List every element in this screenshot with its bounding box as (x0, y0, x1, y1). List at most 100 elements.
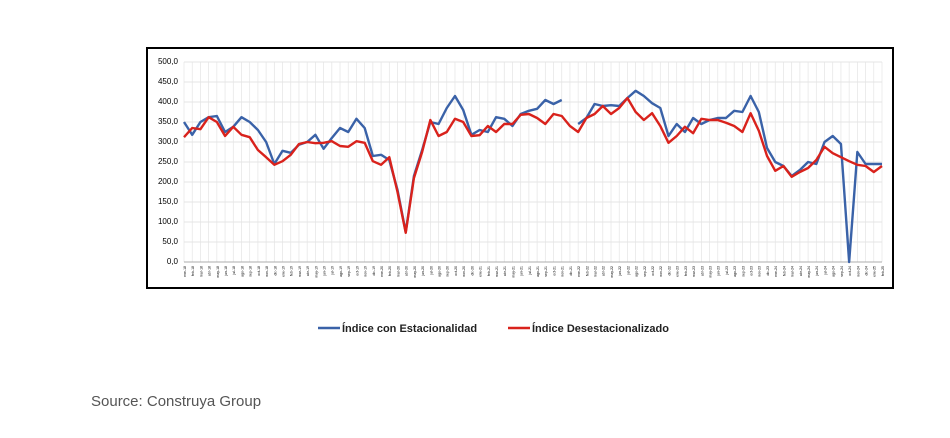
x-tick-label: ene-19 (281, 266, 285, 277)
x-tick-label: jun-24 (815, 266, 819, 277)
x-tick-label: nov-22 (659, 266, 663, 277)
x-tick-label: sep-22 (643, 266, 647, 277)
x-tick-label: mar-24 (791, 266, 795, 277)
legend-label: Índice Desestacionalizado (532, 322, 669, 335)
x-tick-label: abr-19 (306, 266, 310, 276)
x-tick-label: abr-24 (799, 266, 803, 276)
x-tick-label: ago-21 (536, 266, 540, 277)
x-tick-label: sep-18 (249, 266, 253, 277)
x-tick-label: jun-19 (323, 266, 327, 277)
x-tick-label: jun-22 (618, 266, 622, 277)
x-tick-label: dic-24 (864, 266, 868, 276)
x-tick-label: jul-21 (528, 266, 532, 276)
x-tick-label: abr-21 (503, 266, 507, 276)
x-tick-label: feb-18 (191, 266, 195, 276)
y-tick-label: 250,0 (158, 157, 179, 166)
x-tick-label: nov-21 (561, 266, 565, 277)
x-tick-label: mar-23 (692, 266, 696, 277)
y-tick-label: 150,0 (158, 197, 179, 206)
x-tick-label: dic-20 (470, 266, 474, 276)
y-tick-label: 100,0 (158, 217, 179, 226)
x-tick-label: sep-24 (840, 266, 844, 277)
x-tick-label: feb-22 (585, 266, 589, 276)
x-tick-label: abr-20 (405, 266, 409, 276)
y-tick-label: 0,0 (167, 257, 179, 266)
x-tick-label: nov-24 (856, 266, 860, 277)
x-tick-label: may-22 (610, 266, 614, 278)
x-tick-label: feb-20 (388, 266, 392, 276)
x-tick-label: nov-23 (758, 266, 762, 277)
x-tick-label: sep-20 (446, 266, 450, 277)
series-line (182, 89, 882, 264)
x-tick-label: jun-20 (421, 266, 425, 277)
x-tick-label: oct-24 (848, 266, 852, 276)
x-tick-label: ago-23 (733, 266, 737, 277)
x-tick-label: ene-18 (183, 266, 187, 277)
x-tick-label: oct-20 (454, 266, 458, 276)
x-tick-label: abr-22 (602, 266, 606, 276)
x-tick-label: mar-22 (594, 266, 598, 277)
x-tick-label: jun-18 (224, 266, 228, 277)
x-tick-label: oct-21 (552, 266, 556, 276)
x-tick-label: sep-23 (741, 266, 745, 277)
legend-label: Índice con Estacionalidad (342, 322, 477, 335)
x-tick-label: sep-21 (544, 266, 548, 277)
y-tick-label: 500,0 (158, 57, 179, 66)
x-tick-label: ago-18 (240, 266, 244, 277)
series-line (183, 96, 883, 234)
x-tick-label: ene-23 (676, 266, 680, 277)
x-tick-label: jul-24 (823, 266, 827, 276)
x-tick-label: feb-23 (684, 266, 688, 276)
x-tick-label: jul-22 (626, 266, 630, 276)
x-tick-label: feb-21 (487, 266, 491, 276)
x-tick-label: mar-19 (298, 266, 302, 277)
x-tick-label: abr-18 (208, 266, 212, 276)
y-tick-label: 400,0 (158, 97, 179, 106)
x-tick-label: mar-18 (199, 266, 203, 277)
x-tick-label: ene-21 (479, 266, 483, 277)
x-tick-label: dic-19 (372, 266, 376, 276)
x-tick-label: nov-20 (462, 266, 466, 277)
source-note: Source: Construya Group (91, 393, 261, 410)
x-tick-label: dic-22 (667, 266, 671, 276)
x-tick-label: jul-23 (725, 266, 729, 276)
x-tick-label: ene-24 (774, 266, 778, 277)
y-tick-label: 350,0 (158, 117, 179, 126)
x-tick-label: abr-23 (700, 266, 704, 276)
x-tick-label: may-21 (511, 266, 515, 278)
x-tick-label: jul-18 (232, 266, 236, 276)
x-tick-label: oct-19 (355, 266, 359, 276)
x-tick-label: ago-19 (339, 266, 343, 277)
x-tick-label: may-23 (708, 266, 712, 278)
x-tick-label: feb-25 (881, 266, 885, 276)
x-tick-label: jul-19 (331, 266, 335, 276)
x-tick-label: mar-21 (495, 266, 499, 277)
x-tick-label: ago-22 (635, 266, 639, 277)
x-tick-label: dic-18 (273, 266, 277, 276)
y-tick-label: 450,0 (158, 77, 179, 86)
x-tick-label: jun-21 (520, 266, 524, 277)
x-tick-label: oct-18 (257, 266, 261, 276)
x-tick-label: ene-25 (873, 266, 877, 277)
x-tick-label: feb-24 (782, 266, 786, 276)
y-tick-label: 300,0 (158, 137, 179, 146)
x-tick-label: ene-20 (380, 266, 384, 277)
x-tick-label: dic-21 (569, 266, 573, 276)
x-tick-label: oct-22 (651, 266, 655, 276)
x-tick-label: may-19 (314, 266, 318, 278)
x-tick-label: may-18 (216, 266, 220, 278)
x-tick-label: feb-19 (290, 266, 294, 276)
x-tick-label: may-20 (413, 266, 417, 278)
x-tick-label: ago-20 (437, 266, 441, 277)
x-tick-label: sep-19 (347, 266, 351, 277)
y-tick-label: 200,0 (158, 177, 179, 186)
x-tick-label: nov-18 (265, 266, 269, 277)
x-tick-label: ene-22 (577, 266, 581, 277)
x-tick-label: nov-19 (364, 266, 368, 277)
x-tick-label: mar-20 (396, 266, 400, 277)
x-tick-label: ago-24 (832, 266, 836, 277)
chart-frame (146, 47, 894, 289)
x-tick-label: dic-23 (766, 266, 770, 276)
